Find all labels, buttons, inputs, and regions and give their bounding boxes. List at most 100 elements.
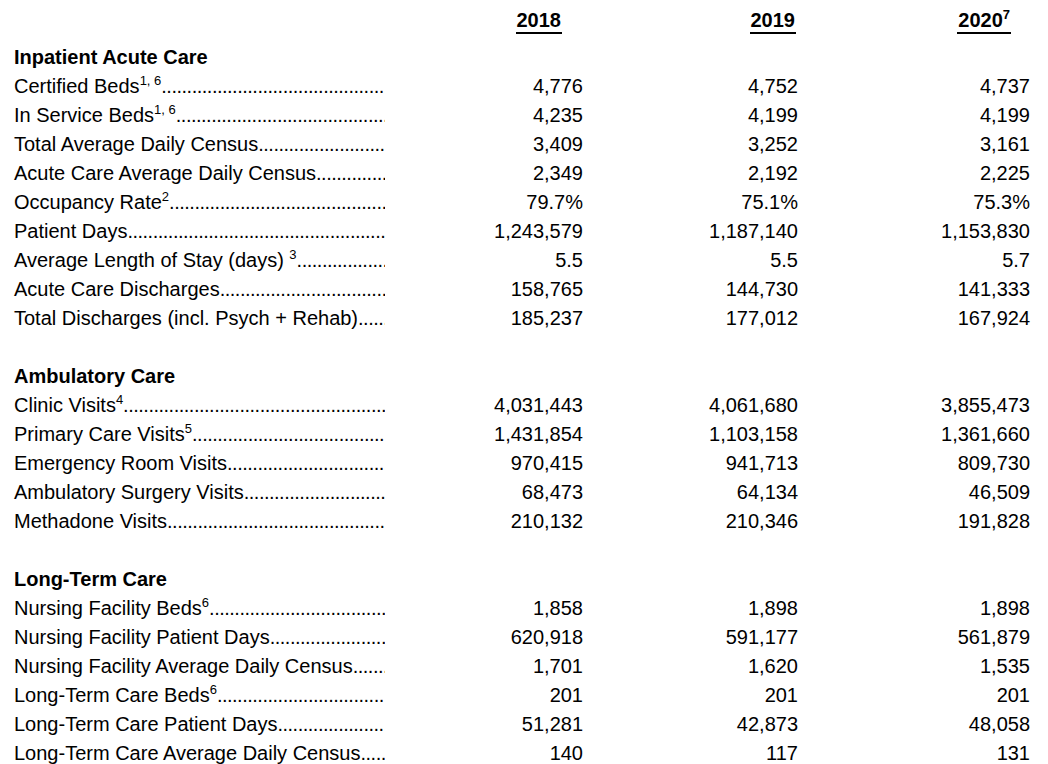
dot-leader: ........................................… [161, 72, 385, 101]
value-2020: 1,153,830 [798, 217, 1030, 246]
table-row: Long-Term Care Average Daily Census.....… [14, 739, 1030, 764]
value-2019: 210,346 [583, 507, 798, 536]
value-2018: 3,409 [385, 130, 583, 159]
table-row: Average Length of Stay (days) 3.........… [14, 246, 1030, 275]
value-2018: 51,281 [385, 710, 583, 739]
table-row: Acute Care Average Daily Census.........… [14, 159, 1030, 188]
dot-leader: ........................................… [353, 652, 385, 681]
table-row: Certified Beds1, 6......................… [14, 72, 1030, 101]
value-2018: 1,701 [385, 652, 583, 681]
section-heading-row: Long-Term Care [14, 536, 1030, 594]
value-2019: 1,103,158 [583, 420, 798, 449]
value-2018: 79.7% [385, 188, 583, 217]
table-row: Primary Care Visits5....................… [14, 420, 1030, 449]
column-header-2019: 2019 [583, 0, 798, 43]
dot-leader: ........................................… [244, 478, 385, 507]
value-2018: 210,132 [385, 507, 583, 536]
dot-leader: ........................................… [192, 420, 385, 449]
row-label: Total Discharges (incl. Psych + Rehab) [14, 304, 358, 333]
dot-leader: ........................................… [360, 739, 385, 764]
table-row: Methadone Visits........................… [14, 507, 1030, 536]
dot-leader: ........................................… [123, 391, 385, 420]
dot-leader: ........................................… [258, 130, 385, 159]
table-row: In Service Beds1, 6.....................… [14, 101, 1030, 130]
value-2019: 117 [583, 739, 798, 764]
utilization-statistics-table: 2018 2019 20207 Inpatient Acute Care Cer… [14, 0, 1030, 764]
row-label: Average Length of Stay (days) 3 [14, 246, 297, 275]
footnote-ref: 1, 6 [154, 102, 176, 117]
dot-leader: ........................................… [127, 217, 385, 246]
dot-leader: ........................................… [220, 275, 385, 304]
value-2019: 177,012 [583, 304, 798, 333]
row-label: Nursing Facility Patient Days [14, 623, 270, 652]
value-2020: 5.7 [798, 246, 1030, 275]
row-label: Certified Beds1, 6 [14, 72, 161, 101]
section-heading-ambulatory-care: Ambulatory Care [14, 333, 1030, 391]
value-2018: 5.5 [385, 246, 583, 275]
table-row: Total Discharges (incl. Psych + Rehab)..… [14, 304, 1030, 333]
value-2019: 4,199 [583, 101, 798, 130]
footnote-ref: 6 [210, 682, 217, 697]
value-2020: 46,509 [798, 478, 1030, 507]
table-row: Long-Term Care Beds6....................… [14, 681, 1030, 710]
row-label: Occupancy Rate2 [14, 188, 169, 217]
dot-leader: ........................................… [209, 594, 385, 623]
table-row: Emergency Room Visits...................… [14, 449, 1030, 478]
value-2020: 809,730 [798, 449, 1030, 478]
value-2018: 140 [385, 739, 583, 764]
section-heading-long-term-care: Long-Term Care [14, 536, 1030, 594]
value-2020: 167,924 [798, 304, 1030, 333]
value-2019: 201 [583, 681, 798, 710]
value-2020: 3,161 [798, 130, 1030, 159]
value-2019: 941,713 [583, 449, 798, 478]
value-2018: 2,349 [385, 159, 583, 188]
row-label: Nursing Facility Beds6 [14, 594, 209, 623]
footnote-ref: 6 [202, 595, 209, 610]
value-2019: 2,192 [583, 159, 798, 188]
dot-leader: ........................................… [316, 159, 385, 188]
row-label: Primary Care Visits5 [14, 420, 192, 449]
row-label: Long-Term Care Average Daily Census [14, 739, 360, 764]
value-2019: 591,177 [583, 623, 798, 652]
value-2019: 64,134 [583, 478, 798, 507]
value-2020: 4,737 [798, 72, 1030, 101]
dot-leader: ........................................… [169, 188, 385, 217]
value-2020: 201 [798, 681, 1030, 710]
value-2020: 3,855,473 [798, 391, 1030, 420]
footnote-ref: 4 [116, 392, 123, 407]
value-2020: 2,225 [798, 159, 1030, 188]
value-2018: 201 [385, 681, 583, 710]
value-2019: 1,620 [583, 652, 798, 681]
dot-leader: ........................................… [297, 246, 385, 275]
row-label: Clinic Visits4 [14, 391, 123, 420]
row-label: Ambulatory Surgery Visits [14, 478, 244, 507]
dot-leader: ........................................… [217, 681, 385, 710]
row-label: Nursing Facility Average Daily Census [14, 652, 353, 681]
footnote-ref: 1, 6 [140, 73, 162, 88]
footnote-ref: 2 [162, 189, 169, 204]
column-header-2020: 20207 [798, 0, 1030, 43]
table-row: Long-Term Care Patient Days.............… [14, 710, 1030, 739]
dot-leader: ........................................… [227, 449, 385, 478]
section-heading-row: Ambulatory Care [14, 333, 1030, 391]
value-2020: 131 [798, 739, 1030, 764]
table-row: Nursing Facility Average Daily Census...… [14, 652, 1030, 681]
row-label: Emergency Room Visits [14, 449, 227, 478]
dot-leader: ........................................… [176, 101, 385, 130]
value-2018: 970,415 [385, 449, 583, 478]
footnote-ref: 5 [185, 421, 192, 436]
row-label: In Service Beds1, 6 [14, 101, 176, 130]
value-2020: 191,828 [798, 507, 1030, 536]
value-2018: 4,776 [385, 72, 583, 101]
value-2018: 1,858 [385, 594, 583, 623]
table-row: Total Average Daily Census..............… [14, 130, 1030, 159]
column-header-2018: 2018 [385, 0, 583, 43]
dot-leader: ........................................… [167, 507, 385, 536]
section-heading-row: Inpatient Acute Care [14, 43, 1030, 72]
value-2019: 1,898 [583, 594, 798, 623]
table-row: Nursing Facility Beds6..................… [14, 594, 1030, 623]
value-2018: 4,235 [385, 101, 583, 130]
value-2020: 1,898 [798, 594, 1030, 623]
row-label: Methadone Visits [14, 507, 167, 536]
value-2018: 4,031,443 [385, 391, 583, 420]
